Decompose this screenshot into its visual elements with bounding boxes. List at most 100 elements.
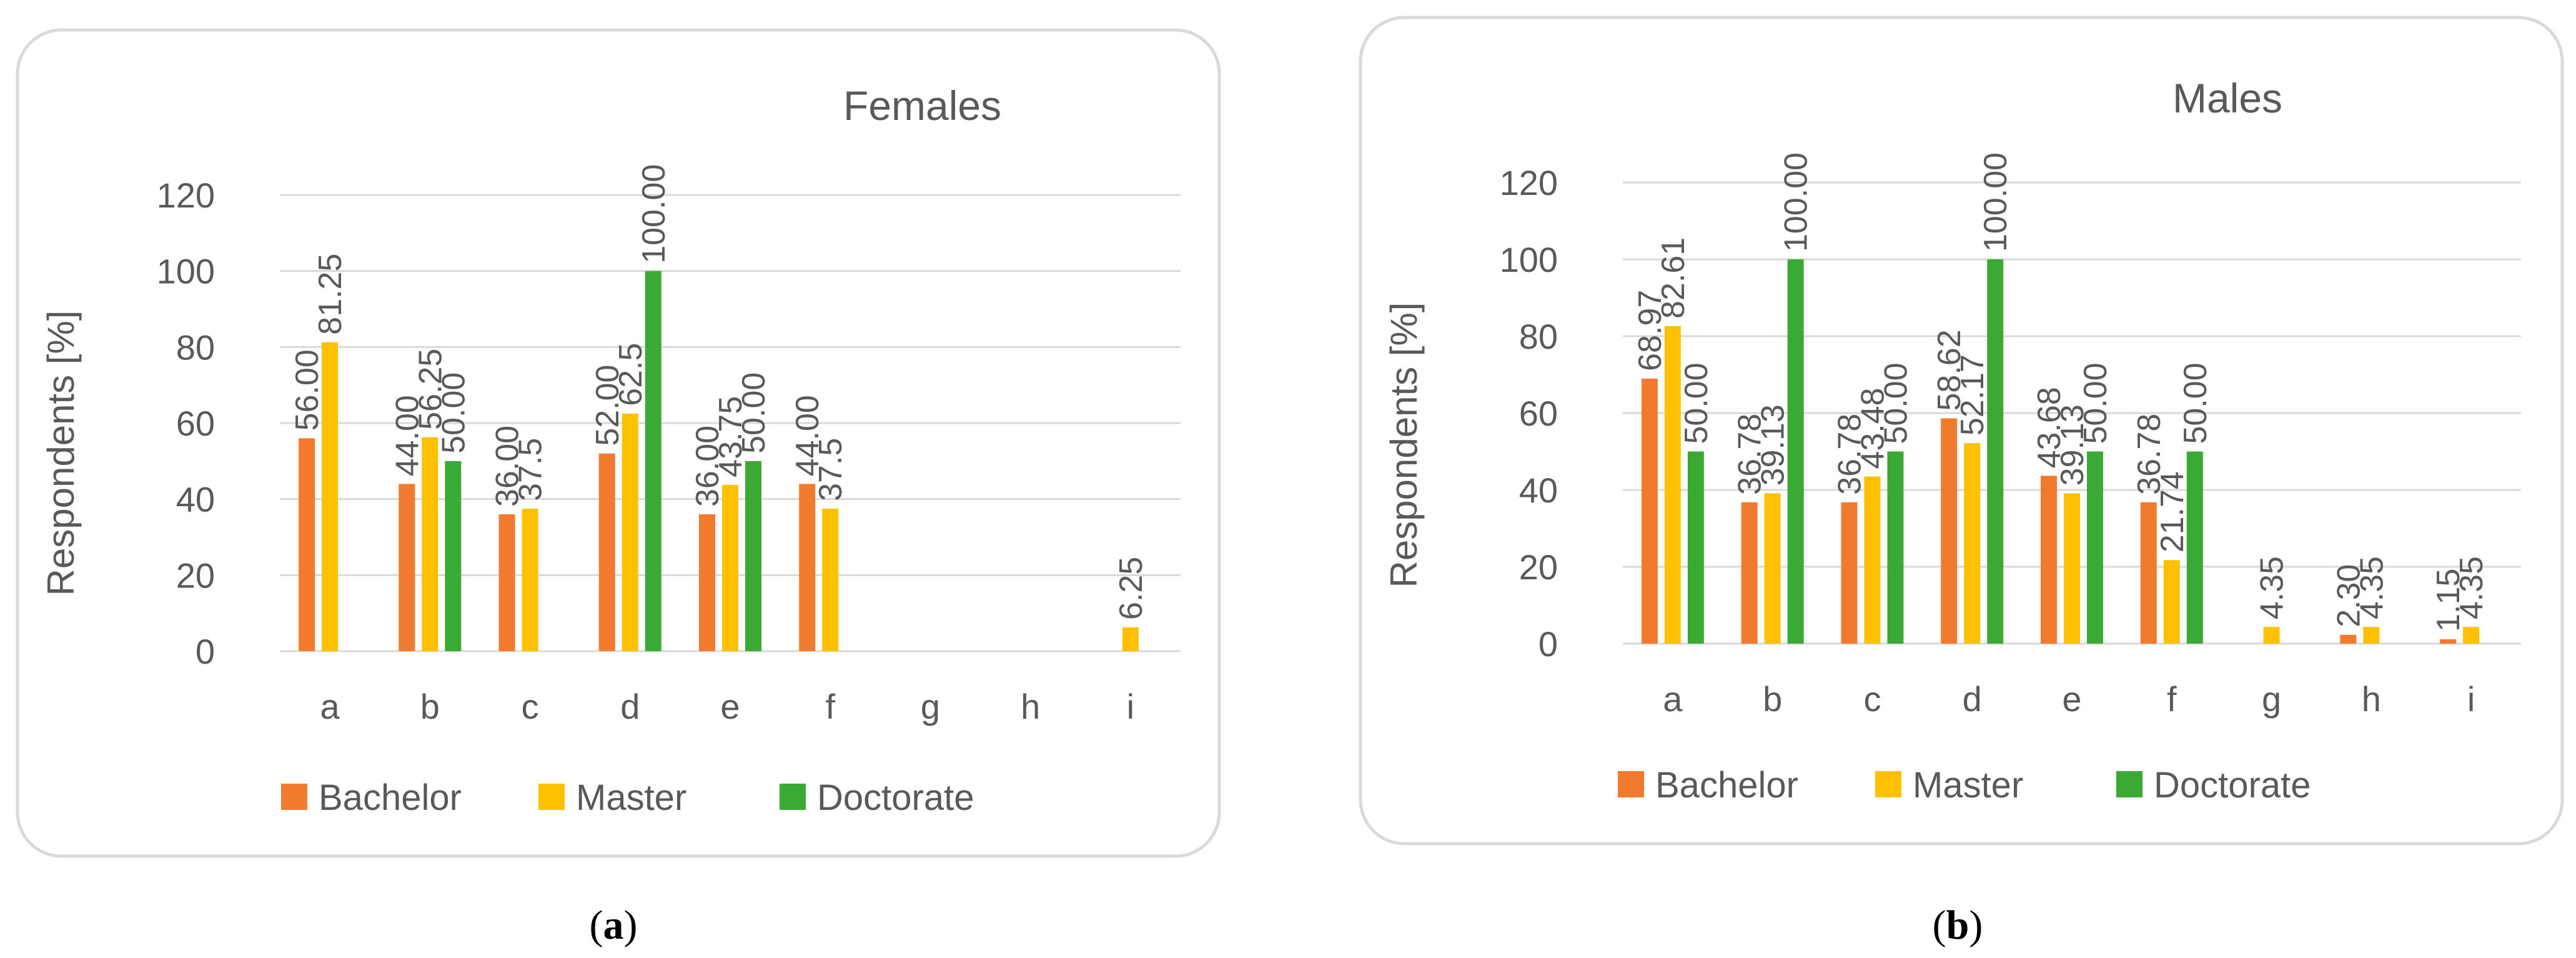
bar-master xyxy=(422,437,438,651)
bar-master xyxy=(2263,627,2280,644)
bar-bachelor xyxy=(598,453,615,651)
data-label: 21.74 xyxy=(2154,471,2191,552)
x-tick-label: b xyxy=(420,687,440,726)
x-tick-label: i xyxy=(1127,687,1134,726)
y-tick-label: 80 xyxy=(176,327,215,367)
bar-master xyxy=(722,484,738,651)
data-label: 100.00 xyxy=(1778,152,1815,252)
y-tick-label: 0 xyxy=(196,632,215,671)
bar-master xyxy=(2463,627,2480,644)
bar-doctorate xyxy=(2186,451,2203,644)
legend-swatch xyxy=(538,784,565,810)
legend-label: Bachelor xyxy=(1655,765,1798,806)
chart-frame xyxy=(16,28,1221,858)
x-tick-label: h xyxy=(1021,687,1040,726)
legend-swatch xyxy=(281,784,307,810)
y-tick-label: 60 xyxy=(176,404,215,443)
x-tick-label: a xyxy=(1663,679,1683,719)
bar-bachelor xyxy=(1641,378,1658,644)
data-label: 82.61 xyxy=(1655,237,1692,319)
data-label: 81.25 xyxy=(312,254,349,335)
bar-doctorate xyxy=(445,461,462,651)
legend-label: Doctorate xyxy=(817,777,974,818)
legend-swatch xyxy=(1618,771,1644,797)
data-label: 56.00 xyxy=(289,349,325,431)
y-tick-label: 80 xyxy=(1519,317,1558,356)
x-tick-label: d xyxy=(1963,679,1982,719)
x-tick-label: h xyxy=(2362,679,2381,719)
panel-caption: (b) xyxy=(1933,902,1983,948)
bar-master xyxy=(1864,476,1881,644)
legend-label: Master xyxy=(1913,765,2023,806)
bar-bachelor xyxy=(299,438,315,651)
bar-bachelor xyxy=(399,484,415,651)
data-label: 36.78 xyxy=(1831,414,1868,495)
legend-swatch xyxy=(1875,771,1901,797)
y-tick-label: 120 xyxy=(1500,163,1558,202)
y-tick-label: 40 xyxy=(1519,471,1558,510)
x-tick-label: c xyxy=(1863,679,1881,719)
data-label: 39.13 xyxy=(2054,404,2091,486)
y-tick-label: 60 xyxy=(1519,394,1558,433)
data-label: 62.5 xyxy=(613,343,649,406)
data-label: 52.17 xyxy=(1954,354,1991,436)
males-chart-panel: 0 20 40 60 80 100 120 Respondents [%] Males 68… xyxy=(1359,16,2564,948)
x-tick-label: g xyxy=(2262,679,2281,719)
bar-master xyxy=(1764,493,1781,644)
bar-master xyxy=(1122,627,1139,651)
data-labels: 56.0081.2544.0056.2550.0036.0037.552.006… xyxy=(289,164,1149,620)
data-label: 36.78 xyxy=(1732,414,1768,495)
legend: Bachelor Master Doctorate xyxy=(281,777,974,818)
bars xyxy=(299,271,1139,652)
x-axis-ticks: a b c d e f g h i xyxy=(320,687,1135,726)
bar-bachelor xyxy=(1841,502,1858,644)
x-tick-label: e xyxy=(720,687,740,726)
x-tick-label: f xyxy=(2167,679,2177,719)
bar-doctorate xyxy=(645,271,661,652)
bar-doctorate xyxy=(1987,259,2004,644)
data-label: 52.00 xyxy=(590,365,626,446)
y-axis-title: Respondents [%] xyxy=(40,311,82,596)
data-label: 39.13 xyxy=(1755,404,1791,486)
y-axis-title: Respondents [%] xyxy=(1383,302,1425,588)
bar-doctorate xyxy=(2087,451,2103,644)
bar-doctorate xyxy=(1687,451,1704,644)
y-axis-ticks: 0 20 40 60 80 100 120 xyxy=(1500,163,1558,664)
bar-master xyxy=(822,508,839,651)
data-label: 36.00 xyxy=(690,426,726,507)
data-label: 2.30 xyxy=(2331,564,2367,627)
legend: Bachelor Master Doctorate xyxy=(1618,765,2311,806)
x-axis-ticks: a b c d e f g h i xyxy=(1663,679,2475,719)
data-labels: 68.9782.6150.0036.7839.13100.0036.7843.4… xyxy=(1632,152,2490,632)
legend-label: Master xyxy=(576,777,686,818)
data-label: 43.48 xyxy=(1855,387,1891,469)
bar-master xyxy=(522,508,538,651)
x-tick-label: b xyxy=(1763,679,1782,719)
y-tick-label: 20 xyxy=(176,556,215,595)
data-label: 44.00 xyxy=(790,395,826,476)
bar-master xyxy=(622,413,638,651)
data-label: 50.00 xyxy=(2078,362,2114,444)
bar-master xyxy=(2163,560,2180,644)
x-tick-label: a xyxy=(320,687,340,726)
data-label: 100.00 xyxy=(1978,152,2014,252)
x-tick-label: f xyxy=(825,687,835,726)
data-label: 43.68 xyxy=(2031,387,2068,468)
data-label: 37.5 xyxy=(513,438,549,501)
data-label: 50.00 xyxy=(2177,362,2214,444)
bar-bachelor xyxy=(2041,476,2057,644)
x-tick-label: c xyxy=(522,687,539,726)
bar-master xyxy=(1664,326,1681,644)
legend-label: Bachelor xyxy=(319,777,462,818)
data-label: 43.75 xyxy=(713,396,749,477)
data-label: 56.25 xyxy=(412,349,448,430)
bar-bachelor xyxy=(2140,502,2157,644)
data-label: 50.00 xyxy=(435,372,472,454)
y-tick-label: 0 xyxy=(1538,624,1558,664)
data-label: 37.5 xyxy=(813,438,849,501)
x-tick-label: e xyxy=(2062,679,2081,719)
bar-doctorate xyxy=(1887,451,1904,644)
data-label: 50.00 xyxy=(1878,362,1914,444)
data-label: 44.00 xyxy=(389,395,425,476)
